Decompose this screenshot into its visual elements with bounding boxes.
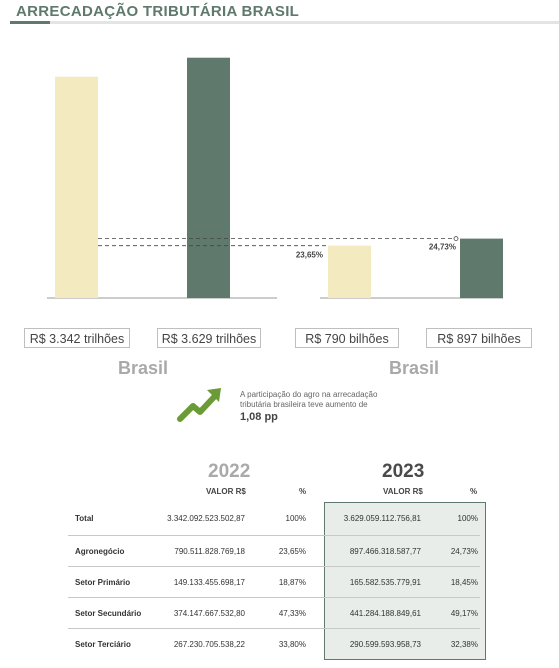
row-label: Agronegócio <box>75 547 125 556</box>
cell-value-2022: 374.147.667.532,80 <box>173 609 245 618</box>
cell-value-2023: 897.466.318.587,77 <box>349 547 421 556</box>
cell-pct-2023: 24,73% <box>450 547 478 556</box>
row-label: Setor Primário <box>75 578 131 587</box>
header-divider <box>10 21 559 24</box>
cell-pct-2022: 23,65% <box>278 547 306 556</box>
header: ARRECADAÇÃO TRIBUTÁRIA BRASIL <box>0 0 559 26</box>
cell-value-2023: 3.629.059.112.756,81 <box>343 514 421 523</box>
share-label-2023: 24,73% <box>429 243 456 252</box>
cell-pct-2023: 100% <box>457 514 478 523</box>
table-year-2022: 2022 <box>208 461 251 482</box>
group-label-brasil: Brasil <box>118 358 169 378</box>
cell-value-2023: 165.582.535.779,91 <box>349 578 421 587</box>
cell-value-2022: 267.230.705.538,22 <box>173 640 245 649</box>
bar-0-2023 <box>187 57 230 298</box>
bar-0-2022 <box>55 76 98 298</box>
col-header-value-2023: VALOR R$ <box>383 487 423 496</box>
table-year-2023: 2023 <box>382 461 425 482</box>
row-divider <box>68 566 480 567</box>
row-label: Setor Terciário <box>75 640 131 649</box>
value-label-brasil-2022: R$ 3.342 trilhões <box>24 328 130 348</box>
header-accent-bar <box>10 21 50 24</box>
connector-dot-2023 <box>453 236 459 242</box>
cell-pct-2023: 49,17% <box>450 609 478 618</box>
row-label: Total <box>75 514 94 523</box>
cell-pct-2023: 18,45% <box>450 578 478 587</box>
cell-value-2022: 790.511.828.769,18 <box>174 547 245 556</box>
page-title: ARRECADAÇÃO TRIBUTÁRIA BRASIL <box>16 3 300 20</box>
share-label-2022: 23,65% <box>296 251 323 260</box>
bar-1-2022 <box>328 245 371 298</box>
row-divider <box>68 628 480 629</box>
table-highlight-2023 <box>324 502 486 660</box>
value-label-agro-2023: R$ 897 bilhões <box>426 328 532 348</box>
cell-pct-2023: 32,38% <box>450 640 478 649</box>
cell-value-2023: 441.284.188.849,61 <box>349 609 421 618</box>
value-label-brasil-2023: R$ 3.629 trilhões <box>157 328 261 348</box>
cell-pct-2022: 18,87% <box>278 578 306 587</box>
row-divider <box>68 535 480 536</box>
note-text: A participação do agro na arrecadação tr… <box>240 390 378 409</box>
row-label: Setor Secundário <box>75 609 142 618</box>
value-label-agro-2022: R$ 790 bilhões <box>295 328 399 348</box>
group-label-agro: Brasil <box>389 358 440 378</box>
cell-value-2023: 290.599.593.958,73 <box>349 640 421 649</box>
cell-pct-2022: 47,33% <box>278 609 306 618</box>
bar-1-2023 <box>460 238 503 298</box>
cell-value-2022: 149.133.455.698,17 <box>173 578 245 587</box>
col-header-pct-2022: % <box>299 487 307 496</box>
note-value: 1,08 pp <box>240 411 278 423</box>
col-header-pct-2023: % <box>470 487 478 496</box>
col-header-value-2022: VALOR R$ <box>206 487 246 496</box>
cell-value-2022: 3.342.092.523.502,87 <box>167 514 245 523</box>
cell-pct-2022: 33,80% <box>278 640 306 649</box>
trend-up-arrow-icon <box>177 388 221 422</box>
bar-chart: 202220232022202323,65%24,73% <box>47 57 503 299</box>
cell-pct-2022: 100% <box>285 514 306 523</box>
row-divider <box>68 597 480 598</box>
